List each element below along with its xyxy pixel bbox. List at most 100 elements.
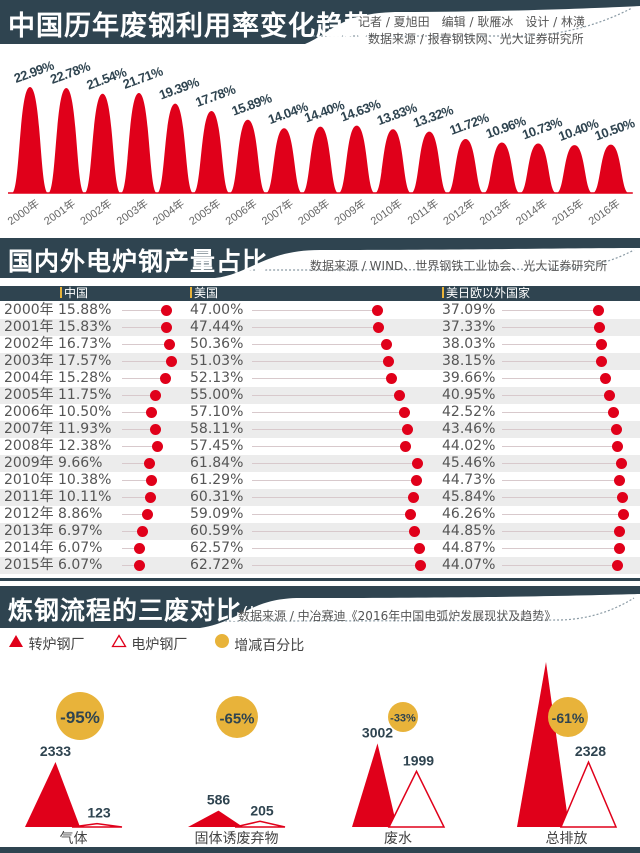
year-cell: 2003年 (4, 353, 54, 369)
lollipop-line (252, 361, 388, 362)
lollipop-dot (404, 509, 416, 520)
category-label: 废水 (384, 830, 412, 845)
column-header-china: 中国 (60, 286, 88, 301)
lollipop-line (122, 565, 139, 566)
lollipop-dot (616, 458, 628, 469)
value-cell: 15.88% (58, 302, 112, 318)
lollipop-line (122, 344, 169, 345)
converter-value: 2333 (40, 743, 71, 759)
column-header-usa: 美国 (190, 286, 218, 301)
lollipop-line (122, 548, 139, 549)
value-cell: 10.11% (58, 489, 112, 505)
year-label: 2016年 (585, 196, 622, 228)
eaf-triangle (234, 820, 286, 828)
value-cell: 47.44% (190, 319, 244, 335)
lollipop-dot (414, 560, 426, 571)
lollipop-line (502, 480, 620, 481)
value-cell: 50.36% (190, 336, 244, 352)
lollipop-line (252, 310, 377, 311)
lollipop-line (122, 463, 150, 464)
section3-title: 炼钢流程的三废对比(kg/t) (8, 591, 294, 627)
value-cell: 62.72% (190, 557, 244, 573)
table-row: 2007年 11.93% 58.11% 43.46% (0, 421, 640, 438)
legend-label-change: 增减百分比 (234, 638, 305, 654)
value-cell: 44.73% (442, 472, 496, 488)
converter-triangle (25, 761, 80, 827)
value-cell: 38.15% (442, 353, 496, 369)
change-label: -95% (60, 708, 100, 727)
lollipop-dot (608, 407, 620, 418)
value-cell: 45.84% (442, 489, 496, 505)
lollipop-dot (150, 424, 162, 435)
lollipop-dot (617, 492, 629, 503)
year-label: 2009年 (331, 196, 368, 228)
value-cell: 61.84% (190, 455, 244, 471)
lollipop-line (122, 412, 152, 413)
legend-item-converter: 转炉钢厂 (8, 634, 84, 654)
year-cell: 2004年 (4, 370, 54, 386)
table-row: 2005年 11.75% 55.00% 40.95% (0, 387, 640, 404)
scrap-utilization-chart: 22.99%2000年22.78%2001年21.54%2002年21.71%2… (5, 57, 638, 228)
value-cell: 42.52% (442, 404, 496, 420)
value-cell: 43.46% (442, 421, 496, 437)
section1-credits: 记者 / 夏旭田 编辑 / 耿雁冰 设计 / 林潢 (358, 15, 586, 29)
waste-comparison-chart: 2333 123 -95% 气体 586 205 -65% 固体诱废弃物 3002 1999 -33… (25, 662, 618, 845)
year-label: 2001年 (41, 196, 78, 228)
lollipop-line (122, 361, 172, 362)
header-banner-shape (0, 0, 640, 44)
year-cell: 2015年 (4, 557, 54, 573)
change-circle (56, 692, 104, 740)
converter-triangle (352, 743, 397, 827)
lollipop-dot (146, 475, 158, 486)
lollipop-line (502, 395, 609, 396)
section1-header: 中国历年废钢利用率变化趋势 记者 / 夏旭田 编辑 / 耿雁冰 设计 / 林潢 … (0, 0, 640, 50)
section3-unit: (kg/t) (242, 604, 295, 624)
value-cell: 37.33% (442, 319, 496, 335)
footer-bar (0, 847, 640, 853)
lollipop-dot (136, 526, 148, 537)
eaf-triangle (71, 822, 123, 828)
value-cell: 6.07% (58, 540, 103, 556)
category-label: 固体诱废弃物 (195, 830, 279, 845)
lollipop-dot (603, 390, 615, 401)
lollipop-dot (614, 543, 626, 554)
value-cell: 51.03% (190, 353, 244, 369)
lollipop-line (502, 514, 624, 515)
lollipop-dot (408, 492, 420, 503)
lollipop-dot (595, 339, 607, 350)
lollipop-line (252, 395, 399, 396)
header-banner-shape (0, 586, 640, 628)
lollipop-line (502, 446, 618, 447)
orange-circle-icon (214, 634, 229, 648)
year-label: 2007年 (259, 196, 296, 228)
lollipop-line (252, 565, 420, 566)
table-row: 2011年 10.11% 60.31% 45.84% (0, 489, 640, 506)
year-label: 2006年 (222, 196, 259, 228)
lollipop-line (502, 531, 620, 532)
outline-triangle-icon (111, 634, 127, 648)
lollipop-dot (133, 543, 145, 554)
lollipop-line (502, 548, 620, 549)
year-cell: 2014年 (4, 540, 54, 556)
converter-triangle (517, 662, 569, 827)
lollipop-dot (141, 509, 153, 520)
lollipop-line (252, 548, 420, 549)
value-cell: 57.45% (190, 438, 244, 454)
eaf-share-table: 2000年 15.88% 47.00% 37.09% 2001年 15.83% 47.44%… (0, 302, 640, 574)
legend-item-change: 增减百分比 (214, 633, 304, 655)
column-header-others: 美日欧以外国家 (442, 286, 530, 301)
year-label: 2003年 (114, 196, 151, 228)
section2-header: 国内外电炉钢产量占比 数据来源 / WIND、世界钢铁工业协会、光大证券研究所 (0, 238, 640, 284)
lollipop-line (252, 344, 386, 345)
lollipop-dot (399, 407, 411, 418)
legend-item-eaf: 电炉钢厂 (111, 634, 187, 654)
value-cell: 46.26% (442, 506, 496, 522)
lollipop-line (122, 514, 147, 515)
lollipop-line (502, 429, 616, 430)
converter-value: 586 (207, 792, 231, 808)
value-cell: 11.75% (58, 387, 112, 403)
lollipop-dot (163, 339, 175, 350)
lollipop-line (252, 429, 408, 430)
lollipop-dot (382, 356, 394, 367)
value-cell: 62.57% (190, 540, 244, 556)
